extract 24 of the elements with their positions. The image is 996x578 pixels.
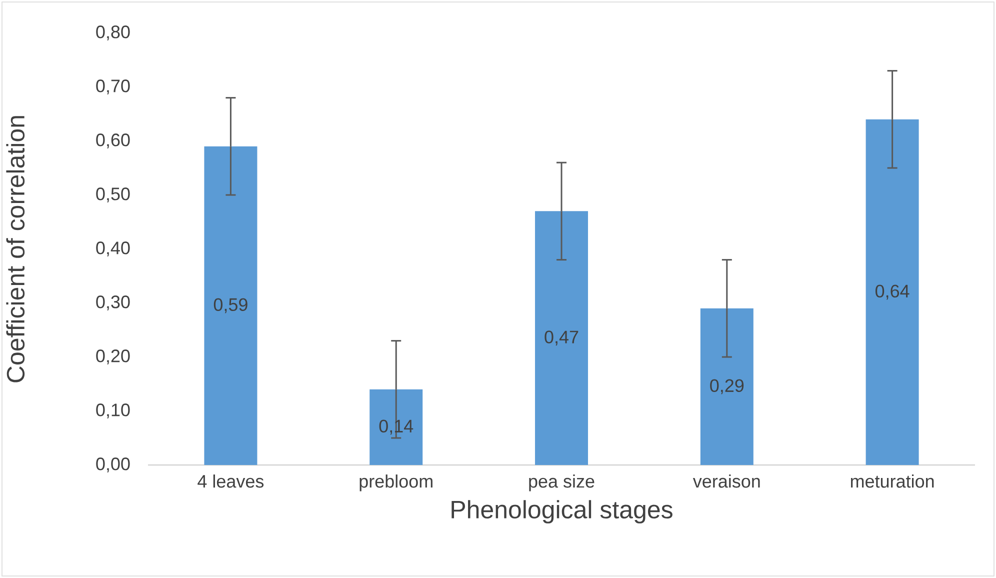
- bar: [535, 211, 588, 465]
- y-tick-label: 0,40: [96, 242, 130, 256]
- y-tick-label: 0,50: [96, 188, 130, 202]
- x-tick-label: prebloom: [360, 474, 432, 492]
- bar: [700, 308, 754, 465]
- y-tick-label: 0,00: [96, 458, 130, 472]
- x-tick-label: 4 leaves: [198, 474, 264, 488]
- data-label: 0,59: [214, 298, 248, 314]
- x-tick-label: veraison: [692, 474, 760, 488]
- y-tick-label: 0,70: [96, 80, 130, 94]
- y-axis-title: Coefficient of correlation: [6, 116, 25, 382]
- data-label: 0,64: [875, 284, 910, 300]
- y-tick-label: 0,60: [96, 134, 130, 148]
- x-tick-label: pea size: [529, 474, 594, 492]
- bar: [866, 119, 919, 465]
- data-label: 0,47: [544, 330, 578, 346]
- x-tick-label: meturation: [850, 474, 934, 488]
- y-tick-label: 0,30: [96, 296, 130, 310]
- data-label: 0,29: [710, 379, 744, 394]
- y-tick-label: 0,10: [96, 404, 130, 418]
- y-tick-label: 0,20: [96, 350, 130, 364]
- x-axis-title: Phenological stages: [452, 500, 672, 524]
- bar: [204, 146, 258, 465]
- y-tick-label: 0,80: [96, 26, 130, 40]
